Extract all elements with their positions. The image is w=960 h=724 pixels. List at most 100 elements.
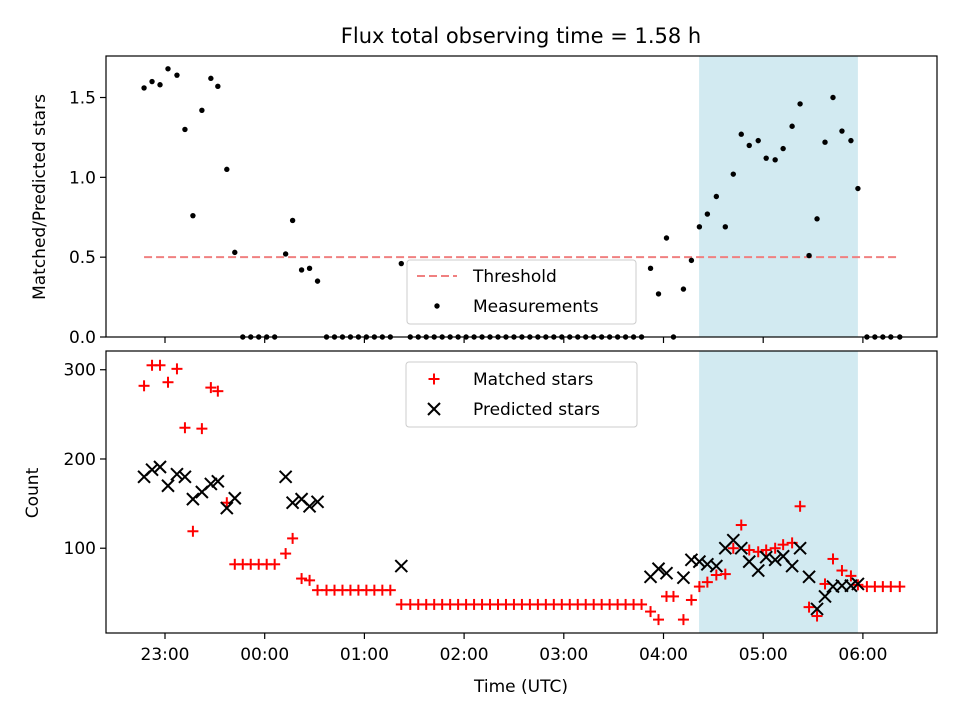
- measurement-point: [141, 85, 147, 91]
- ratio-panel-frame: [105, 55, 938, 338]
- measurement-point: [157, 82, 163, 88]
- y-tick-label: 100: [64, 539, 96, 559]
- legend-matched-label: Matched stars: [473, 370, 593, 390]
- legend-predicted-marker: [427, 402, 441, 416]
- measurement-point: [822, 139, 828, 145]
- measurement-point: [789, 123, 795, 129]
- predicted-star-point: [310, 495, 325, 509]
- matched-star-point: [138, 380, 150, 392]
- measurement-point: [746, 142, 752, 149]
- x-tick-label: 02:00: [440, 645, 489, 665]
- matched-star-point: [296, 573, 308, 585]
- measurement-point: [282, 251, 289, 257]
- predicted-star-point: [759, 550, 773, 564]
- predicted-star-point: [751, 563, 765, 578]
- predicted-star-point: [186, 492, 200, 506]
- matched-star-point: [693, 581, 705, 593]
- x-tick-label: 23:00: [141, 645, 190, 665]
- x-tick-label: 04:00: [639, 645, 688, 665]
- matched-star-point: [304, 574, 316, 586]
- measurement-point: [215, 83, 221, 90]
- matched-star-point: [677, 614, 689, 626]
- y-tick-label: 200: [64, 450, 96, 470]
- ratio-y-axis-label: Matched/Predicted stars: [30, 94, 50, 300]
- predicted-star-point: [285, 496, 300, 510]
- matched-star-point: [701, 576, 713, 588]
- y-tick-label: 0.0: [69, 328, 96, 348]
- measurement-points: [141, 66, 903, 340]
- matched-star-point: [743, 544, 755, 556]
- predicted-star-point: [211, 474, 225, 488]
- matched-star-point: [280, 548, 292, 560]
- matched-star-point: [760, 544, 772, 556]
- count-legend: Matched stars Predicted stars: [405, 361, 638, 428]
- predicted-star-point: [851, 577, 865, 591]
- count-legend-box: [405, 361, 638, 428]
- measurement-point: [165, 66, 171, 72]
- matched-star-point: [735, 519, 747, 531]
- matched-star-point: [187, 525, 199, 537]
- legend-measurements-swatch: [434, 303, 440, 309]
- predicted-star-point: [394, 559, 408, 573]
- predicted-star-point: [651, 562, 666, 576]
- legend-matched-marker: [428, 373, 440, 385]
- ratio-panel: 0.0 0.5 1.0 1.5 Matched/Predicted stars Thr…: [30, 55, 938, 348]
- measurement-point: [806, 252, 812, 259]
- measurement-point: [730, 171, 736, 177]
- measurement-point: [780, 145, 786, 152]
- measurement-point: [704, 211, 711, 217]
- matched-star-point: [727, 542, 739, 554]
- predicted-star-point: [709, 559, 724, 573]
- matched-star-point: [794, 500, 806, 512]
- matched-star-point: [777, 539, 789, 551]
- x-tick-label: 06:00: [838, 645, 887, 665]
- measurement-point: [224, 166, 230, 173]
- predicted-star-point: [178, 470, 192, 484]
- matched-star-point: [179, 422, 191, 434]
- measurement-point: [174, 72, 180, 78]
- count-x-ticks: 23:00 00:00 01:00 02:00 03:00 04:00 05:00 06:00: [141, 633, 887, 665]
- measurement-point: [232, 249, 238, 256]
- predicted-star-point: [818, 589, 832, 604]
- matched-star-point: [827, 553, 839, 565]
- measurement-point: [398, 260, 404, 267]
- predicted-star-point: [204, 477, 218, 491]
- x-tick-label: 00:00: [240, 645, 289, 665]
- measurement-point: [797, 101, 803, 107]
- matched-star-point: [205, 382, 217, 394]
- matched-star-point: [196, 423, 208, 435]
- predicted-star-point: [145, 462, 159, 477]
- predicted-star-point: [220, 501, 234, 515]
- measurement-point: [289, 217, 296, 224]
- predicted-star-point: [768, 553, 782, 567]
- matched-star-point: [769, 542, 781, 554]
- matched-stars-points: [138, 359, 906, 626]
- predicted-star-point: [161, 479, 175, 493]
- measurement-point: [208, 75, 214, 82]
- measurement-point: [190, 212, 196, 219]
- ratio-x-ticks: [164, 337, 864, 343]
- predicted-star-point: [692, 554, 707, 569]
- measurement-point: [713, 193, 720, 200]
- measurement-point: [722, 224, 729, 230]
- y-tick-label: 1.0: [69, 168, 96, 188]
- predicted-star-point: [302, 499, 317, 513]
- count-panel: 100 200 300 23:00 00:00 01:00 02:00 03:00 04:00…: [23, 350, 938, 697]
- measurement-point: [755, 137, 761, 144]
- observing-window-shade-top: [699, 56, 858, 337]
- measurement-point: [830, 94, 836, 101]
- matched-star-point: [653, 614, 665, 626]
- predicted-star-point: [810, 602, 824, 616]
- y-tick-label: 300: [64, 361, 96, 381]
- legend-predicted-swatch: [427, 402, 441, 416]
- legend-measurements-label: Measurements: [473, 297, 599, 317]
- matched-star-point: [154, 359, 166, 371]
- measurement-point: [298, 267, 305, 273]
- measurement-point: [696, 224, 703, 230]
- shaded-span: [699, 351, 858, 633]
- predicted-star-point: [802, 570, 816, 584]
- count-y-ticks: 100 200 300: [64, 361, 106, 559]
- measurement-point: [772, 157, 778, 163]
- predicted-star-point: [170, 467, 184, 481]
